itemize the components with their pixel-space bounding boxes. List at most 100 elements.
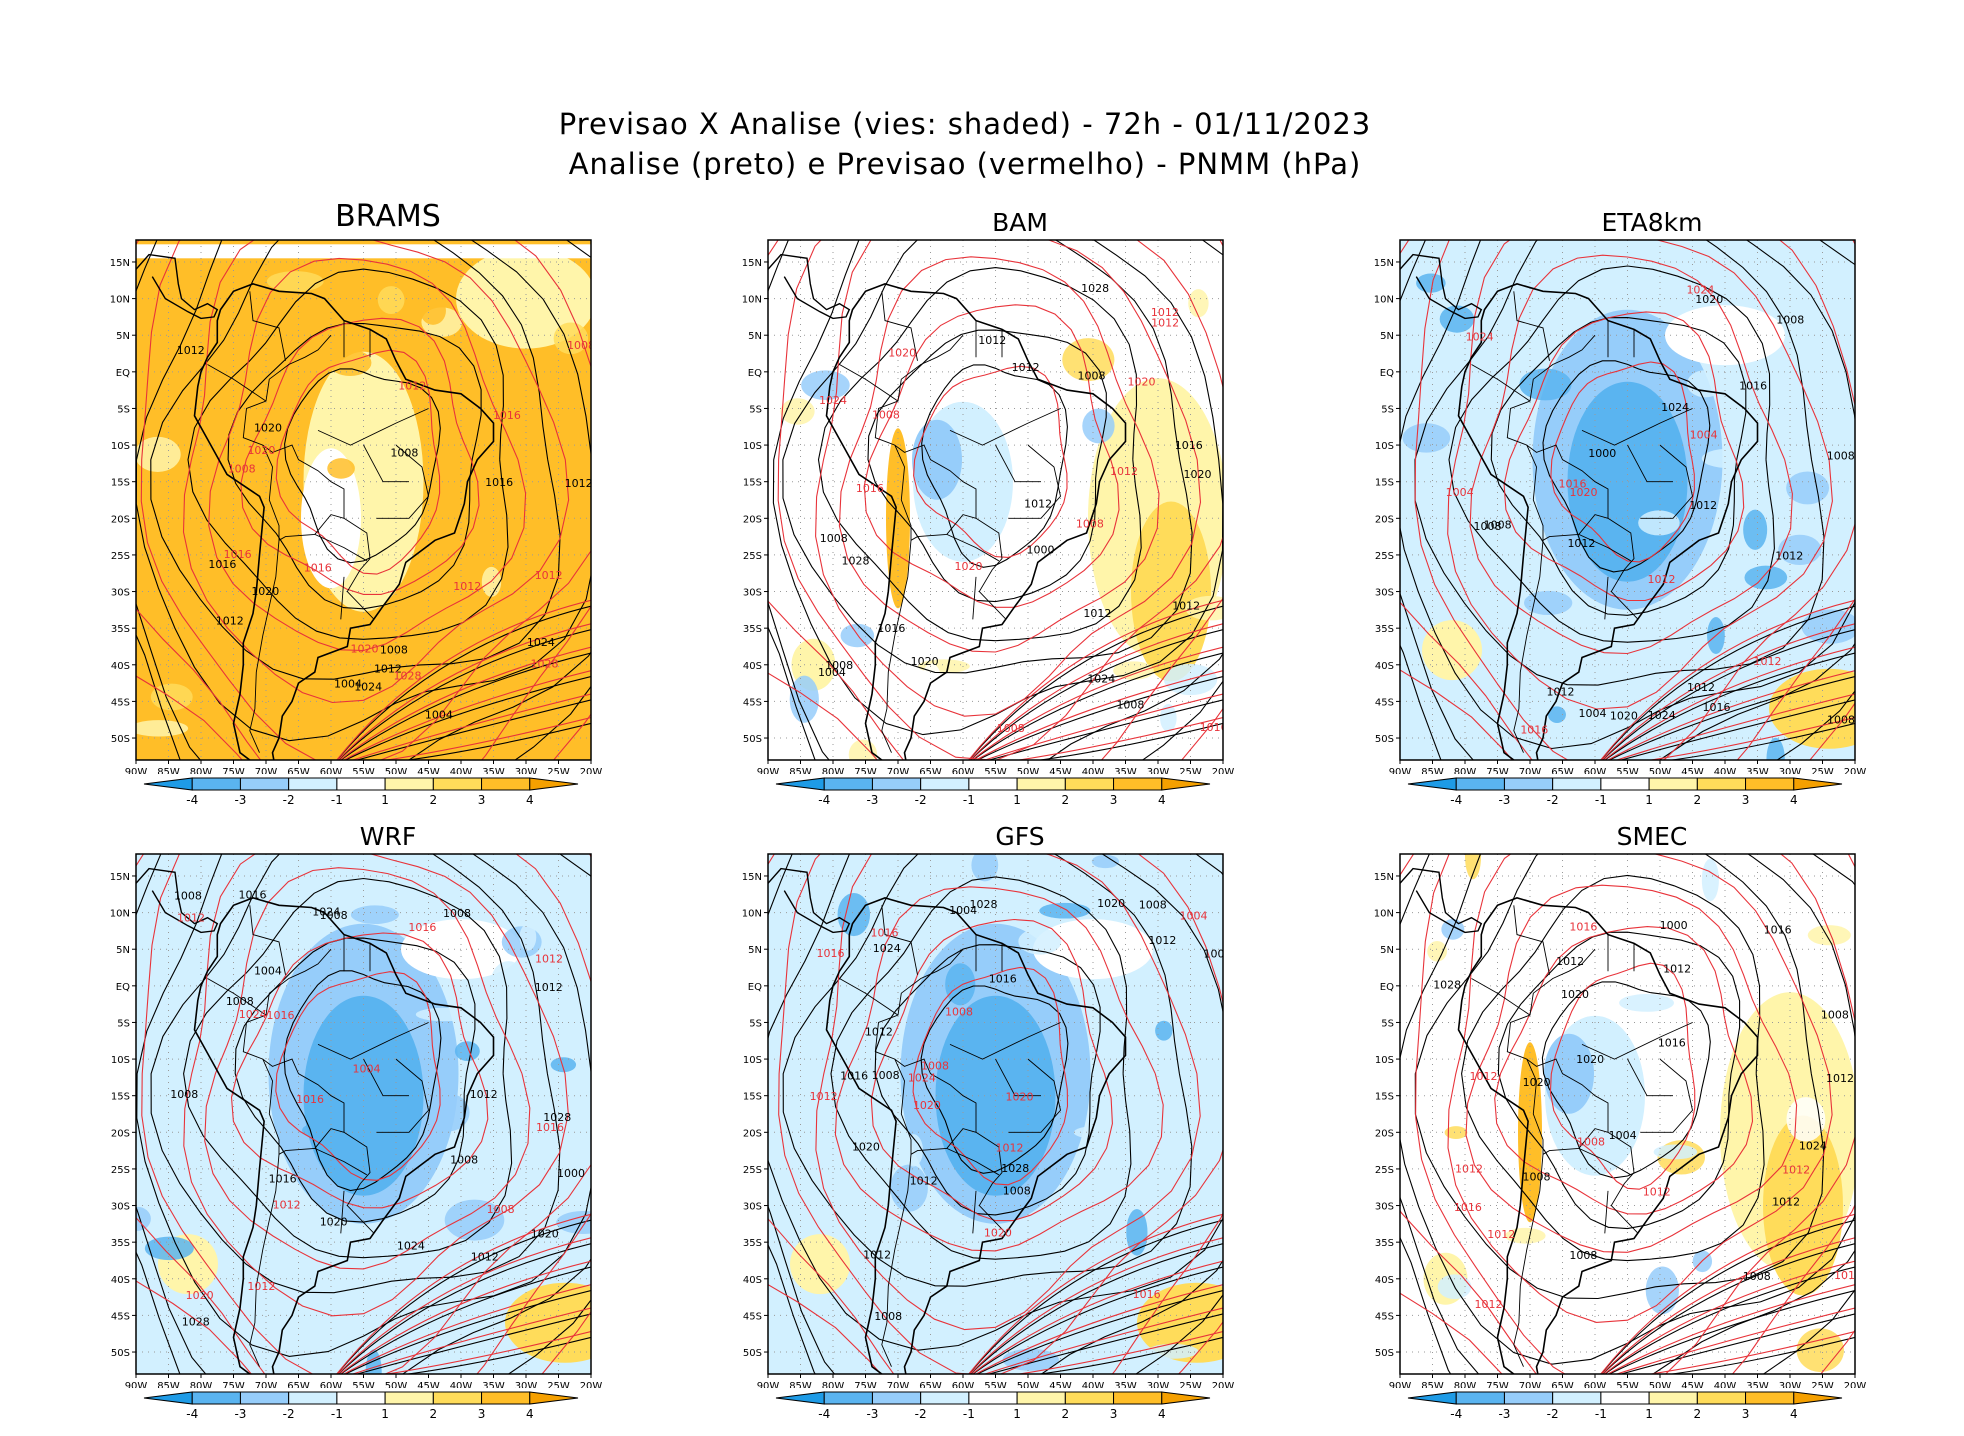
bias-patch [1638, 510, 1680, 536]
isobar-label-analysis: 1024 [1087, 672, 1115, 685]
bias-patch [486, 1224, 546, 1271]
isobar-label-analysis: 1008 [1743, 1270, 1771, 1283]
lat-tick-label: 20S [743, 1128, 762, 1139]
colorbar-label: 2 [430, 793, 438, 807]
isobar-label-analysis: 1008 [450, 1154, 478, 1167]
bias-patch [1778, 534, 1822, 566]
isobar-forecast [1647, 1330, 1855, 1374]
country-border [317, 1022, 429, 1060]
colorbar-segment [1064, 1391, 1115, 1405]
lat-tick-label: 45S [111, 1311, 130, 1322]
isobar-label-forecast: 1020 [955, 560, 983, 573]
lat-tick-label: 25S [111, 1165, 130, 1176]
bias-patch [373, 391, 397, 432]
country-border [1640, 444, 1693, 519]
lon-tick-label: 55W [1616, 1381, 1639, 1388]
country-border [1627, 444, 1673, 483]
isobar-label-forecast: 1012 [1782, 1164, 1810, 1177]
colorbar-label: -1 [1595, 1407, 1607, 1421]
lat-tick-label: 30S [111, 588, 130, 599]
lon-tick-label: 60W [1584, 767, 1607, 774]
isobar-forecast [834, 886, 1164, 1252]
isobar-label-analysis: 1012 [565, 477, 593, 490]
country-border [995, 1058, 1041, 1097]
isobar-label-forecast: 1008 [487, 1203, 515, 1216]
isobar-analysis [768, 854, 1223, 1351]
isobar-analysis [187, 268, 509, 640]
lon-tick-label: 60W [320, 1381, 343, 1388]
country-border [376, 444, 429, 519]
colorbar-segment [1503, 777, 1554, 791]
isobar-analysis [136, 854, 591, 1374]
isobar-label-analysis: 1008 [174, 889, 202, 902]
bias-patch [1807, 925, 1851, 946]
bias-blob [1422, 620, 1482, 681]
colorbar-label: -2 [283, 1407, 295, 1421]
isobar-label-analysis: 1020 [1695, 293, 1723, 306]
lat-tick-label: 45S [743, 1311, 762, 1322]
country-border [946, 1147, 1000, 1176]
isobar-forecast [383, 1330, 591, 1374]
country-border [207, 978, 267, 1016]
isobar-label-forecast: 1016 [493, 409, 521, 422]
lat-tick-label: 15S [1375, 478, 1394, 489]
isobar-forecast [141, 854, 591, 1374]
lat-tick-label: 50S [743, 734, 762, 745]
isobar-analysis [1036, 722, 1223, 760]
lat-tick-label: 10S [743, 1055, 762, 1066]
isobar-label-forecast: 1012 [1643, 1186, 1671, 1199]
lon-tick-label: 90W [757, 1381, 780, 1388]
lat-tick-label: 30S [111, 1202, 130, 1213]
isobar-label-analysis: 1012 [1689, 499, 1717, 512]
bias-patch [1082, 408, 1115, 444]
colorbar-label: 1 [1013, 1407, 1021, 1421]
isobar-label-forecast: 1016 [1834, 1269, 1862, 1282]
country-border [995, 444, 1041, 483]
lon-tick-label: 35W [1114, 1381, 1137, 1388]
colorbar-segment [432, 777, 483, 791]
isobar-label-analysis: 1012 [865, 1025, 893, 1038]
lat-tick-label: 15S [1375, 1092, 1394, 1103]
lat-tick-label: 5N [748, 945, 762, 956]
isobar-analysis [150, 240, 561, 680]
isobar-label-analysis: 1028 [1081, 282, 1109, 295]
map-plot: 1012100810121008101210081012101610201020… [742, 853, 1234, 1388]
coastline-south-america [1457, 897, 1759, 1374]
lat-tick-label: 50S [1375, 1348, 1394, 1359]
isobar-label-forecast: 1012 [1648, 573, 1676, 586]
colorbar-end-arrow [1407, 1391, 1457, 1405]
isobar-label-analysis: 1000 [557, 1167, 585, 1180]
isobar-label-forecast: 1012 [177, 912, 205, 925]
isobar-forecast [240, 317, 480, 595]
lat-tick-label: 40S [1375, 661, 1394, 672]
isobar-label-analysis: 1016 [877, 622, 905, 635]
lon-tick-label: 90W [757, 767, 780, 774]
colorbar-label: -4 [186, 1407, 198, 1421]
lat-tick-label: 15N [1374, 872, 1394, 883]
colorbar: -4 -3 -2 -1 1 2 3 4 [775, 1391, 1211, 1421]
coastline-south-america [193, 283, 495, 760]
isobar-forecast [337, 1237, 591, 1374]
lat-tick-label: 10N [742, 909, 762, 920]
bias-patch [780, 398, 815, 425]
bias-blob [301, 448, 361, 589]
map-plot: 1012 1008 1012 1008 1012 1008 1012 1016 1020 1012… [742, 239, 1234, 774]
country-border [340, 576, 345, 620]
isobar-label-forecast: 1004 [1690, 428, 1718, 441]
colorbar-segment [1552, 777, 1602, 791]
bias-patch [1619, 994, 1674, 1012]
lat-tick-label: EQ [748, 982, 762, 993]
bias-blob [790, 1234, 850, 1295]
isobar-label-forecast: 1012 [1475, 1298, 1503, 1311]
lon-tick-label: 40W [450, 1381, 473, 1388]
colorbar-label: -4 [1450, 793, 1462, 807]
lon-tick-label: 60W [320, 767, 343, 774]
isobar-label-forecast: 1016 [304, 561, 332, 574]
isobar-analysis [355, 1313, 591, 1374]
lon-tick-label: 50W [385, 1381, 408, 1388]
lon-tick-label: 45W [417, 1381, 440, 1388]
lon-tick-label: 90W [1389, 767, 1412, 774]
lon-tick-label: 80W [190, 1381, 213, 1388]
isobar-analysis [1668, 722, 1855, 760]
lat-tick-label: 5S [117, 1018, 130, 1029]
